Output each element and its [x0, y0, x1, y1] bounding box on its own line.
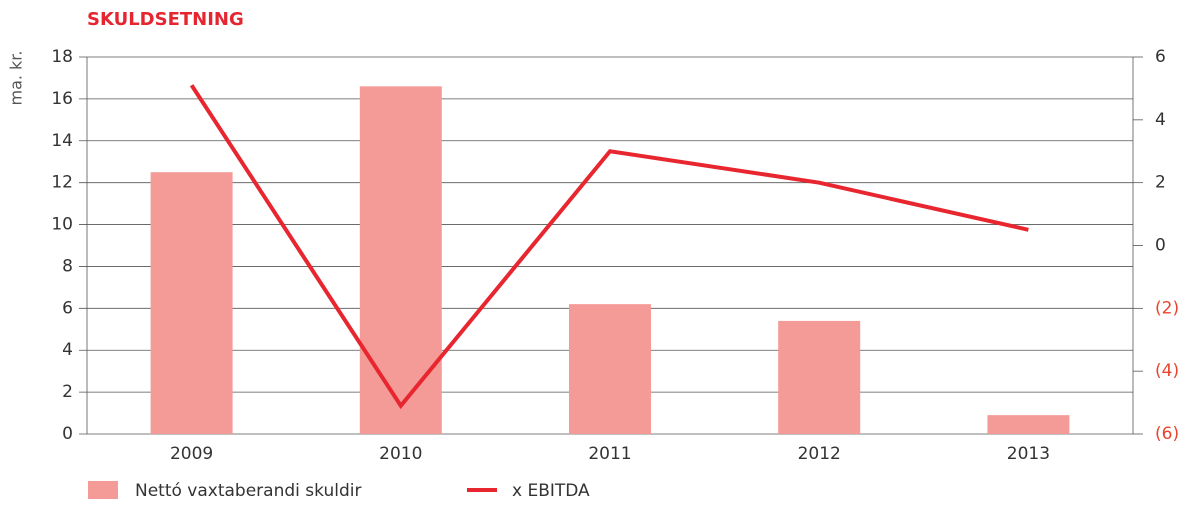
x-tick-label: 2011 — [588, 444, 631, 464]
y-tick-label: 18 — [51, 47, 73, 67]
bar — [987, 415, 1070, 434]
y-tick-label: 16 — [51, 89, 73, 109]
x-tick-label: 2009 — [170, 444, 213, 464]
bar — [150, 172, 233, 434]
y-tick-label: 12 — [51, 173, 73, 193]
y-tick-label: 6 — [62, 298, 73, 318]
y2-tick-label: (4) — [1155, 361, 1179, 381]
bar — [359, 86, 442, 435]
legend-swatch — [88, 481, 118, 499]
y-tick-label: 0 — [62, 424, 73, 444]
y2-tick-label: (6) — [1155, 424, 1179, 444]
y-tick-label: 14 — [51, 131, 73, 151]
y2-tick-label: (2) — [1155, 298, 1179, 318]
y2-tick-label: 6 — [1155, 47, 1166, 67]
bar — [569, 304, 651, 434]
y-tick-label: 2 — [62, 382, 73, 402]
x-tick-label: 2013 — [1007, 444, 1050, 464]
y-tick-label: 10 — [51, 215, 73, 235]
x-tick-label: 2012 — [798, 444, 841, 464]
y2-tick-label: 4 — [1155, 110, 1166, 130]
x-tick-label: 2010 — [379, 444, 422, 464]
y-tick-label: 8 — [62, 256, 73, 276]
y2-tick-label: 0 — [1155, 236, 1166, 256]
y2-tick-label: 2 — [1155, 173, 1166, 193]
y-axis-label: ma. kr. — [7, 50, 26, 105]
bar — [778, 320, 861, 434]
y-tick-label: 4 — [62, 340, 73, 360]
chart-title: SKULDSETNING — [87, 9, 244, 30]
legend-label: x EBITDA — [512, 481, 590, 501]
line — [189, 84, 1029, 410]
legend-label: Nettó vaxtaberandi skuldir — [135, 481, 361, 501]
